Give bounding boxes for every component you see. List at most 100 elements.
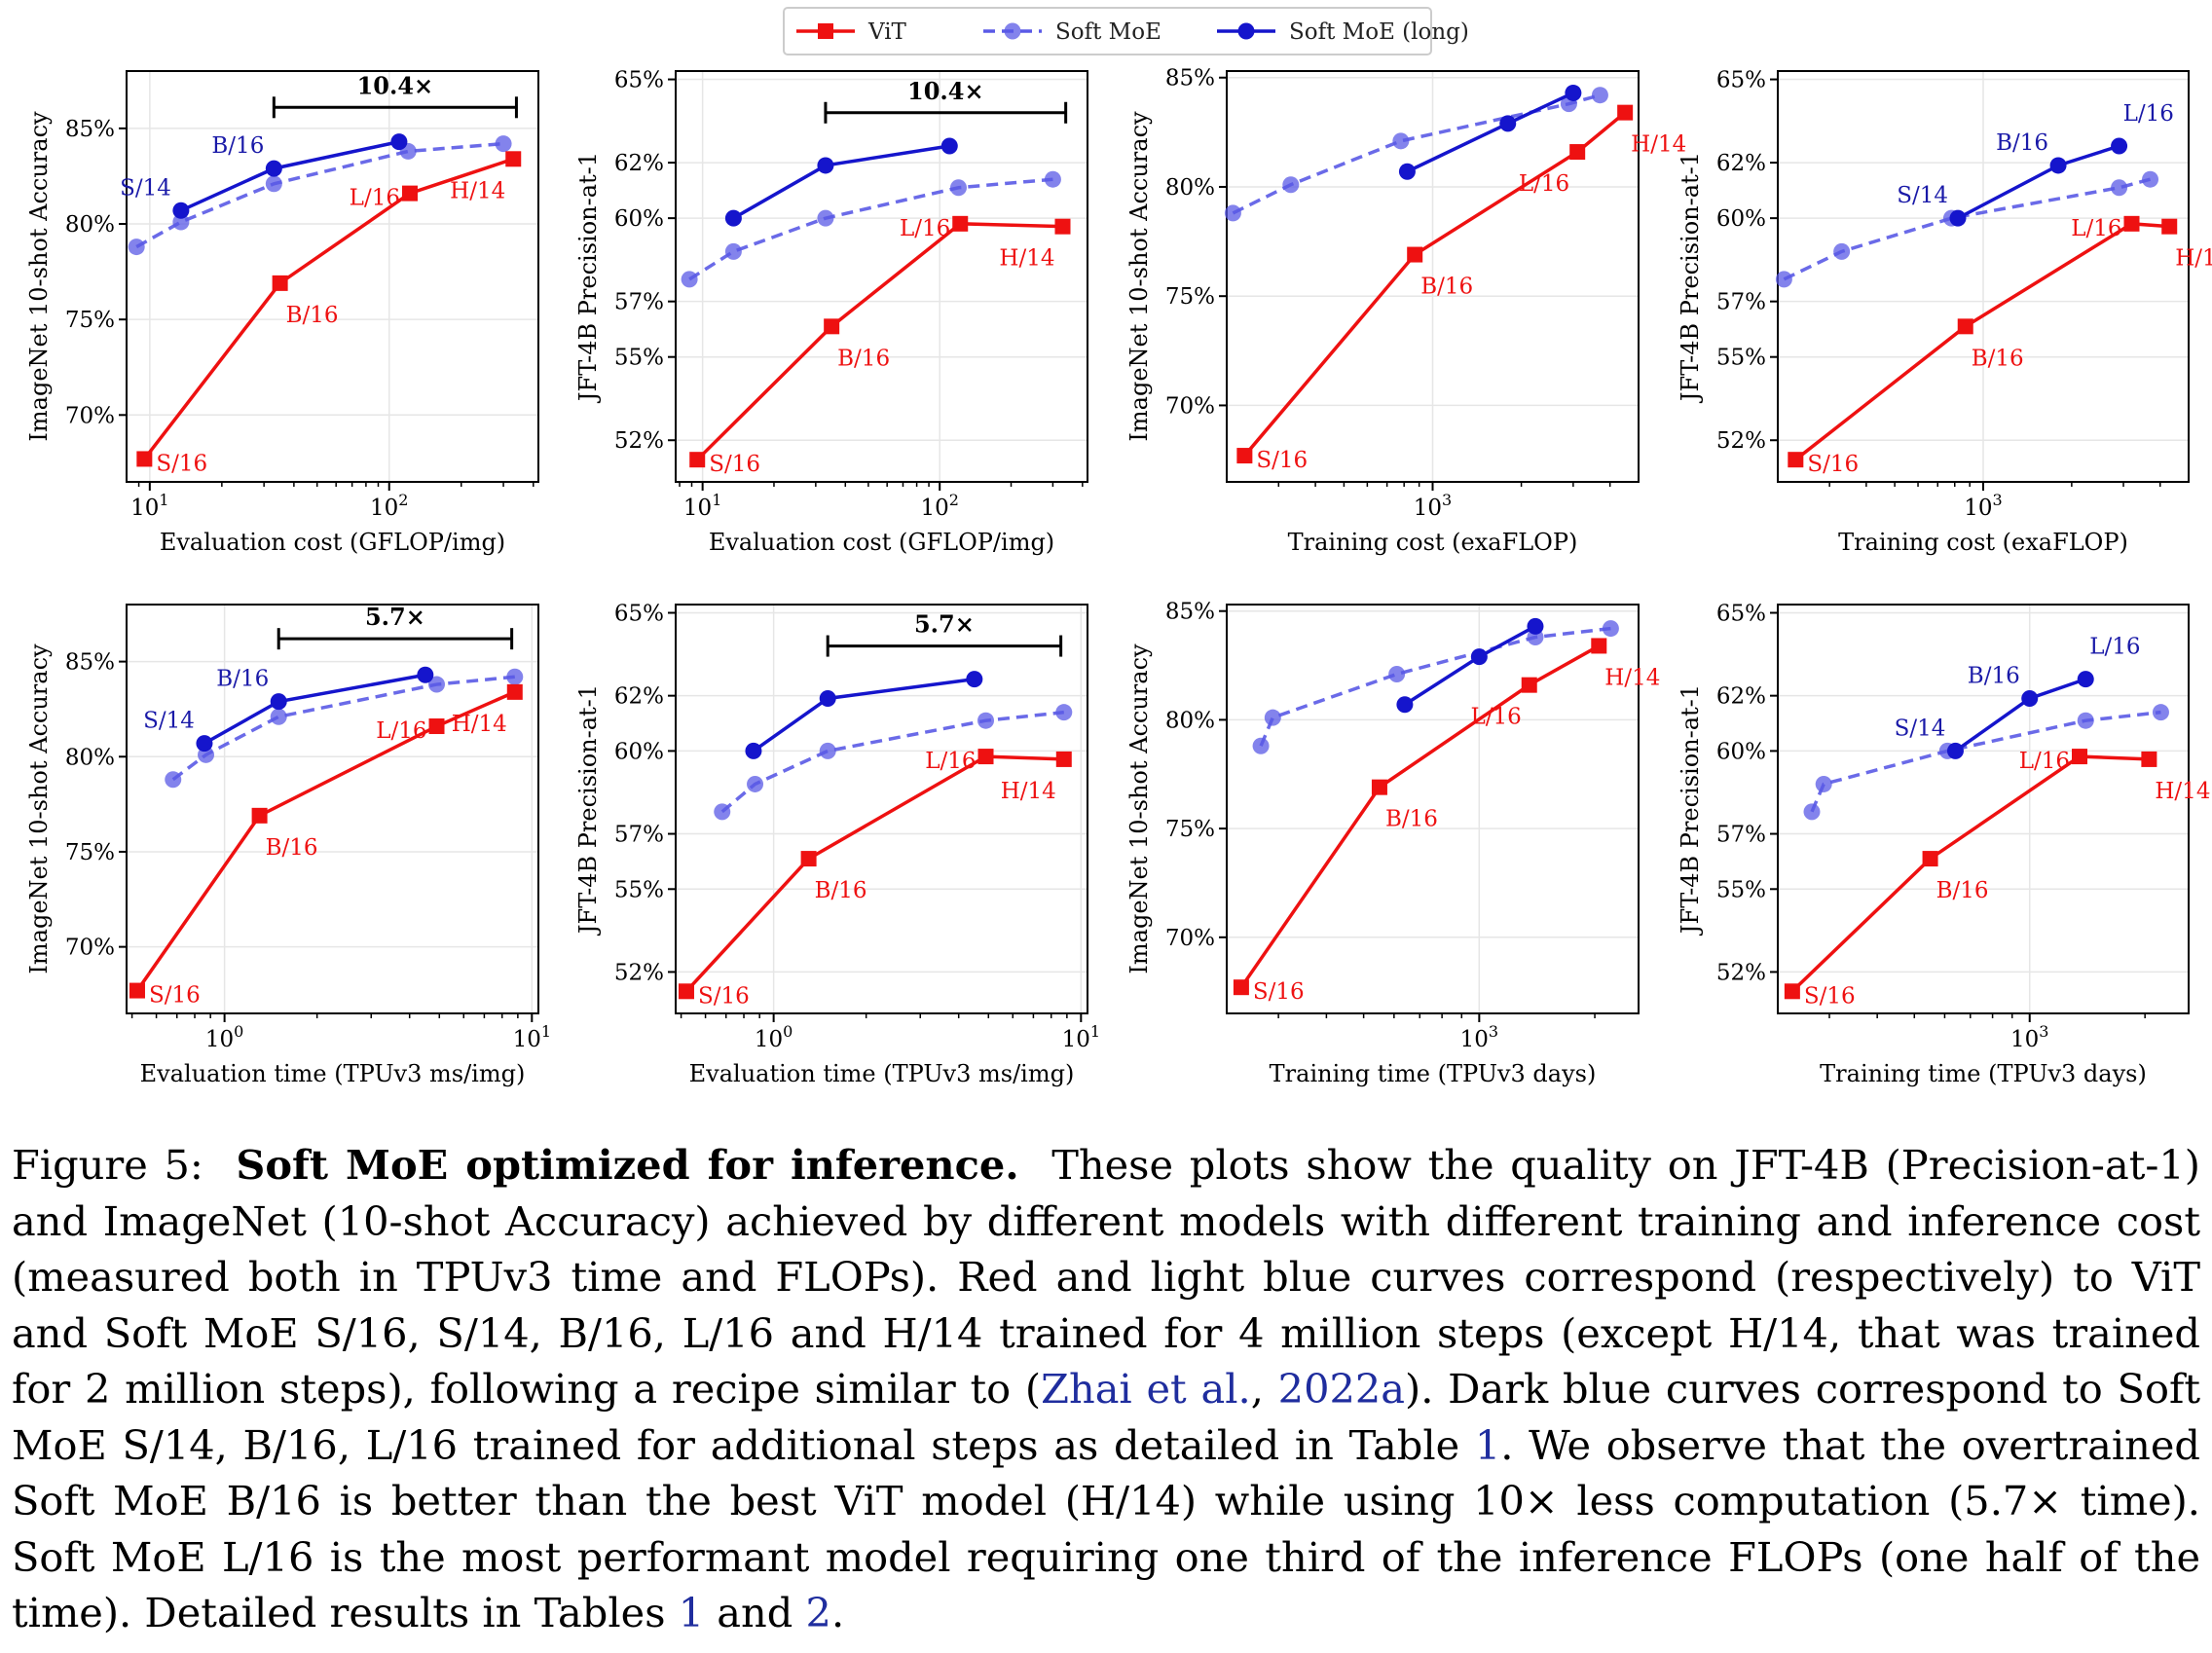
data-label: S/14 <box>1895 716 1946 741</box>
data-point-vit <box>1569 144 1586 161</box>
data-point-softmoe_long <box>966 671 983 688</box>
y-tick-label: 62% <box>1716 684 1766 710</box>
series-line-softmoe_long <box>732 144 950 220</box>
data-point-vit <box>1788 452 1804 468</box>
axes-frame <box>675 70 1088 483</box>
data-label: S/14 <box>1897 183 1948 208</box>
data-point-softmoe <box>1803 803 1821 821</box>
y-axis-label: ImageNet 10-shot Accuracy <box>25 111 53 442</box>
chart-panel-6: 52% 55% 57% 60% 62% 65% 100 101 Evaluation time … <box>574 602 1100 1087</box>
data-point-softmoe <box>1224 204 1241 222</box>
speedup-label: 5.7× <box>914 610 975 639</box>
data-point-softmoe_long <box>417 666 434 683</box>
data-label: S/14 <box>120 175 171 201</box>
table-ref-link[interactable]: 2 <box>805 1589 831 1636</box>
chart-panel-3: 70% 75% 80% 85% 103 Training cost (exaFLOP) Im… <box>1125 66 1686 556</box>
data-point-vit <box>1591 638 1607 654</box>
table-ref-link[interactable]: 1 <box>1474 1420 1501 1469</box>
series-line-softmoe <box>1783 177 2151 281</box>
y-axis-label: JFT-4B Precision-at-1 <box>574 684 602 937</box>
series-line-softmoe <box>688 177 1053 281</box>
y-tick-label: 55% <box>1716 346 1766 371</box>
data-point-softmoe <box>1044 170 1061 188</box>
table-ref-link[interactable]: 1 <box>678 1589 705 1636</box>
citation-link[interactable]: Zhai et al. <box>1041 1365 1251 1413</box>
data-point-vit <box>1054 218 1071 235</box>
legend-label-2: Soft MoE (long) <box>1289 19 1469 45</box>
data-point-vit <box>2161 218 2178 235</box>
series-line-softmoe <box>1259 626 1611 747</box>
series-line-vit <box>142 157 514 460</box>
data-point-vit <box>401 185 418 202</box>
y-axis-label: JFT-4B Precision-at-1 <box>574 152 602 404</box>
x-tick-label: 101 <box>513 1022 551 1052</box>
data-point-softmoe <box>977 712 995 729</box>
data-label: L/16 <box>350 186 400 211</box>
data-point-vit <box>800 851 817 867</box>
y-tick-label: 80% <box>1165 708 1215 733</box>
data-label: L/16 <box>2123 101 2174 127</box>
data-point-softmoe_long <box>265 160 282 177</box>
data-label: B/16 <box>1385 807 1438 832</box>
data-point-softmoe_long <box>172 202 190 219</box>
axes-frame <box>1226 604 1640 1014</box>
speedup-label: 10.4× <box>907 77 984 105</box>
series-line-vit <box>1243 111 1627 458</box>
data-point-softmoe <box>1591 87 1608 104</box>
data-point-softmoe_long <box>1565 84 1582 101</box>
data-point-softmoe <box>128 239 145 256</box>
series-line-vit <box>1239 643 1601 989</box>
series-line-vit <box>695 222 1063 461</box>
data-point-vit <box>977 749 994 765</box>
data-label: L/16 <box>2071 216 2121 241</box>
series-line-vit <box>1790 754 2150 993</box>
y-tick-label: 55% <box>1716 877 1766 902</box>
data-label: B/16 <box>1996 130 2048 156</box>
axes-frame <box>675 604 1088 1014</box>
citation-year-link[interactable]: 2022a <box>1277 1365 1406 1413</box>
data-point-vit <box>1055 751 1072 767</box>
chart-grid: 70% 75% 80% 85% 101 102 Evaluation cost (GFLOP… <box>25 66 2212 1087</box>
data-label: B/16 <box>1972 346 2024 371</box>
data-label: L/16 <box>2019 749 2070 774</box>
data-point-softmoe <box>1775 271 1792 288</box>
x-tick-label: 101 <box>130 491 168 521</box>
y-tick-label: 60% <box>614 206 664 232</box>
y-tick-label: 52% <box>614 428 664 454</box>
data-label: S/16 <box>1256 448 1308 473</box>
x-tick-label: 102 <box>370 491 408 521</box>
y-tick-label: 65% <box>1716 68 1766 93</box>
data-label: B/16 <box>286 303 339 328</box>
data-point-vit <box>251 807 268 824</box>
data-label: S/14 <box>143 709 195 734</box>
x-axis-label: Training cost (exaFLOP) <box>1838 529 2128 556</box>
data-label: B/16 <box>837 346 890 371</box>
y-tick-label: 70% <box>1165 926 1215 951</box>
data-label: B/16 <box>1968 663 2020 688</box>
data-point-softmoe <box>1264 709 1281 726</box>
series-line-softmoe <box>1232 93 1601 215</box>
y-tick-label: 80% <box>65 212 115 238</box>
y-tick-label: 60% <box>614 739 664 764</box>
series-line-softmoe_long <box>752 677 976 753</box>
data-label: L/16 <box>376 718 426 744</box>
data-point-vit <box>689 452 706 468</box>
data-label: L/16 <box>2089 635 2140 660</box>
data-point-softmoe <box>495 135 512 153</box>
data-point-softmoe <box>172 213 190 231</box>
y-axis-label: ImageNet 10-shot Accuracy <box>1125 643 1153 974</box>
data-point-softmoe <box>2142 170 2159 188</box>
y-tick-label: 62% <box>1716 151 1766 176</box>
data-label: H/14 <box>450 178 505 203</box>
speedup-label: 5.7× <box>365 603 425 631</box>
axes-frame <box>1777 604 2190 1014</box>
data-label: B/16 <box>211 133 264 159</box>
y-tick-label: 75% <box>65 840 115 865</box>
data-point-softmoe_long <box>196 735 213 753</box>
data-point-softmoe_long <box>2111 137 2128 155</box>
y-tick-label: 65% <box>614 68 664 93</box>
speedup-label: 10.4× <box>357 71 434 99</box>
x-tick-label: 103 <box>2010 1022 2048 1052</box>
data-point-vit <box>2141 751 2157 767</box>
y-tick-label: 52% <box>1716 428 1766 454</box>
